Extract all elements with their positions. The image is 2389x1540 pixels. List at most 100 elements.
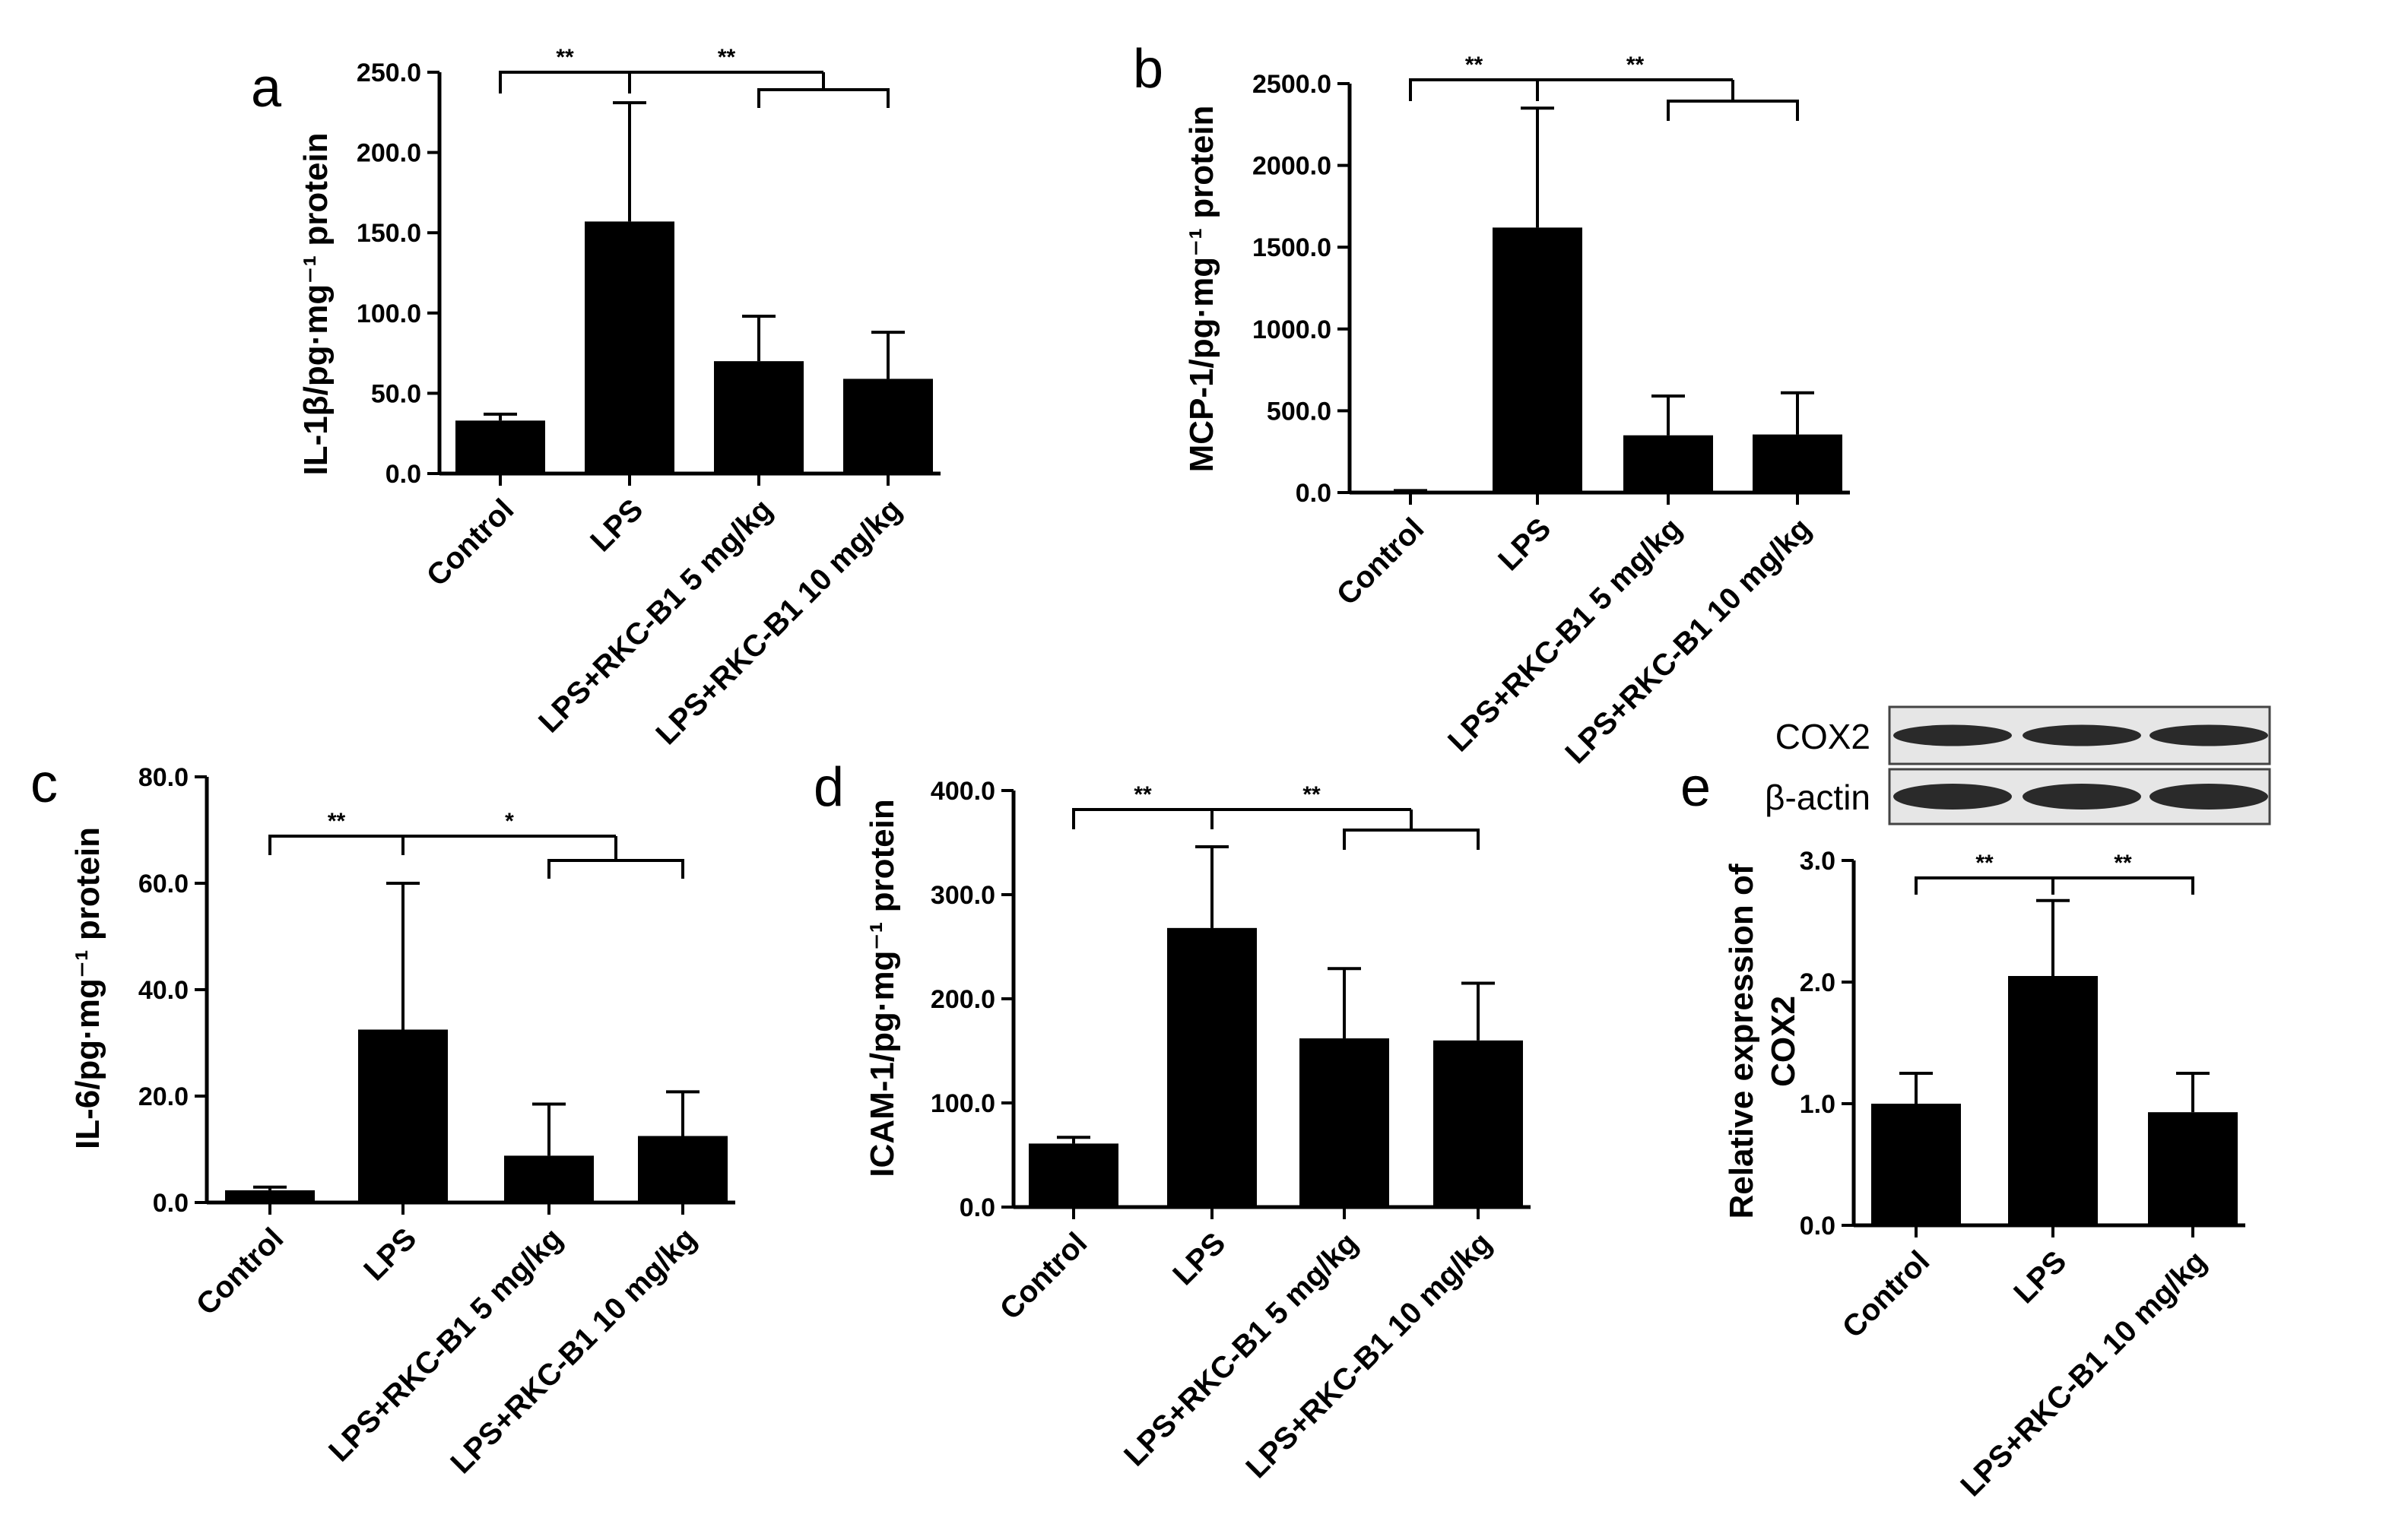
panel-d-ytick-label: 100.0 — [931, 1089, 995, 1118]
panel-e-ylabel-line1: Relative expression of — [1723, 863, 1760, 1218]
panel-d-sig-label: ** — [1302, 782, 1321, 807]
panel-a-sig-label: ** — [556, 45, 574, 70]
panel-a-ytick-label: 200.0 — [357, 139, 421, 168]
blot-band — [2149, 784, 2268, 810]
panel-d-ytick-label: 200.0 — [931, 985, 995, 1014]
panel-a-letter: a — [251, 58, 282, 119]
panel-c-category-label: LPS+RKC-B1 5 mg/kg — [322, 1222, 569, 1468]
panel-a-sig-bracket — [499, 71, 631, 93]
panel-d-sig-subbracket — [1343, 829, 1480, 850]
blot-band — [2023, 724, 2141, 746]
panel-c-sig-label: * — [505, 809, 514, 834]
panel-c-bar — [225, 1190, 315, 1203]
panel-a-ytick-label: 250.0 — [357, 59, 421, 87]
panel-c-sig-bracket — [268, 835, 405, 855]
panel-d-category-label: Control — [994, 1226, 1094, 1326]
panel-e-ytick-label: 3.0 — [1800, 847, 1835, 876]
panel-e-sig-label: ** — [2114, 851, 2132, 876]
panel-e: e Relative expression of COX2 COX2 β-act… — [1680, 705, 2271, 1503]
panel-d-bar — [1029, 1143, 1118, 1207]
panel-e-bar — [1871, 1104, 1961, 1225]
panel-a-sig-subbracket — [757, 88, 890, 108]
panel-c-ytick-label: 20.0 — [138, 1082, 189, 1111]
panel-d-letter: d — [814, 757, 844, 818]
panel-c-sig-subbracket — [547, 859, 684, 879]
panel-d-sig-bracket — [1072, 808, 1214, 829]
panel-d-bar — [1433, 1040, 1523, 1207]
panel-d-category-label: LPS — [1166, 1226, 1232, 1291]
panel-c-letter: c — [30, 753, 58, 814]
panel-c-ylabel: IL-6/pg·mg⁻¹ protein — [69, 827, 106, 1149]
panel-e-sig-bracket — [1915, 876, 2054, 895]
blot-band — [1893, 724, 2012, 746]
panel-e-bar — [2148, 1112, 2238, 1225]
panel-b-ytick-label: 2000.0 — [1252, 152, 1331, 181]
panel-b-sig-label: ** — [1465, 52, 1483, 78]
panel-a-bar — [843, 379, 933, 474]
panel-b-letter: b — [1133, 39, 1163, 100]
panel-c-ytick-label: 60.0 — [138, 870, 189, 898]
panel-b-category-label: Control — [1331, 512, 1431, 612]
panel-b-sig-label: ** — [1626, 52, 1645, 78]
panel-c-ytick-label: 40.0 — [138, 976, 189, 1005]
panel-e-category-label: Control — [1836, 1244, 1937, 1345]
panel-c-bar — [504, 1155, 594, 1203]
panel-b-sig-bracket — [1409, 78, 1539, 101]
panel-d-ytick-label: 0.0 — [960, 1193, 995, 1222]
panel-b-ytick-label: 0.0 — [1296, 479, 1331, 508]
panel-d-ytick-label: 400.0 — [931, 777, 995, 806]
panel-a-ytick-label: 0.0 — [385, 460, 421, 489]
panel-a-ytick-label: 150.0 — [357, 219, 421, 248]
panel-c-ytick-label: 0.0 — [153, 1189, 189, 1218]
panel-e-ytick-label: 2.0 — [1800, 968, 1835, 997]
panel-e-sig-label: ** — [1975, 851, 1994, 876]
panel-a-ytick-label: 100.0 — [357, 299, 421, 328]
panel-b-ytick-label: 2500.0 — [1252, 70, 1331, 99]
panel-d-plot: 0.0 100.0 200.0 300.0 400.0 Control LPSLPS+RKC… — [931, 777, 1531, 1485]
panel-a-ylabel: IL-1β/pg·mg⁻¹ protein — [297, 133, 335, 476]
panel-b: b MCP-1/pg·mg⁻¹ protein 0.0 500.0 1000.0 15… — [1133, 39, 1850, 770]
panel-b-ytick-label: 1500.0 — [1252, 233, 1331, 262]
panel-b-ytick-label: 500.0 — [1267, 397, 1331, 426]
panel-d: d ICAM-1/pg·mg⁻¹ protein 0.0 100.0 200.0 30… — [814, 757, 1531, 1485]
panel-d-ytick-label: 300.0 — [931, 881, 995, 910]
panel-a: a IL-1β/pg·mg⁻¹ protein 0.0 50.0 100.0 150.… — [251, 45, 941, 751]
western-blot: COX2 β-actin — [1765, 705, 2271, 825]
panel-d-bar — [1299, 1038, 1389, 1207]
panel-b-bar — [1753, 434, 1842, 493]
panel-d-category-label: LPS+RKC-B1 10 mg/kg — [1239, 1226, 1498, 1485]
panel-a-category-label: LPS+RKC-B1 10 mg/kg — [649, 493, 908, 751]
panel-a-sig-label: ** — [718, 45, 736, 70]
blot-band — [1893, 784, 2012, 810]
panel-d-bar — [1167, 927, 1257, 1207]
panel-a-bar — [455, 420, 545, 474]
panel-c-category-label: Control — [190, 1222, 290, 1322]
panel-e-sig-bracket — [2051, 876, 2194, 895]
panel-a-category-label: Control — [420, 493, 521, 593]
panel-e-letter: e — [1680, 757, 1711, 818]
panel-b-bar — [1493, 227, 1582, 493]
blot-band — [2023, 784, 2141, 810]
panel-e-ytick-label: 0.0 — [1800, 1212, 1835, 1241]
panel-d-category-label: LPS+RKC-B1 5 mg/kg — [1118, 1226, 1364, 1472]
panel-a-bar — [714, 361, 804, 474]
panel-c-category-label: LPS+RKC-B1 10 mg/kg — [444, 1222, 703, 1480]
panel-c-category-label: LPS — [357, 1222, 423, 1287]
panel-a-ytick-label: 50.0 — [371, 379, 421, 408]
panel-e-ytick-label: 1.0 — [1800, 1090, 1835, 1119]
panel-c-ytick-label: 80.0 — [138, 763, 189, 792]
blot-band — [2149, 724, 2268, 746]
panel-d-sig-label: ** — [1134, 782, 1152, 807]
panel-a-category-label: LPS — [584, 493, 649, 558]
panel-e-ylabel-line2: COX2 — [1765, 996, 1802, 1087]
panel-c: c IL-6/pg·mg⁻¹ protein 0.0 20.0 40.0 60.0 80… — [30, 753, 735, 1480]
panel-b-category-label: LPS — [1492, 512, 1557, 577]
panel-e-category-label: LPS+RKC-B1 10 mg/kg — [1954, 1244, 2213, 1503]
panel-d-ylabel: ICAM-1/pg·mg⁻¹ protein — [864, 799, 901, 1177]
panel-e-category-label: LPS — [2007, 1244, 2073, 1310]
